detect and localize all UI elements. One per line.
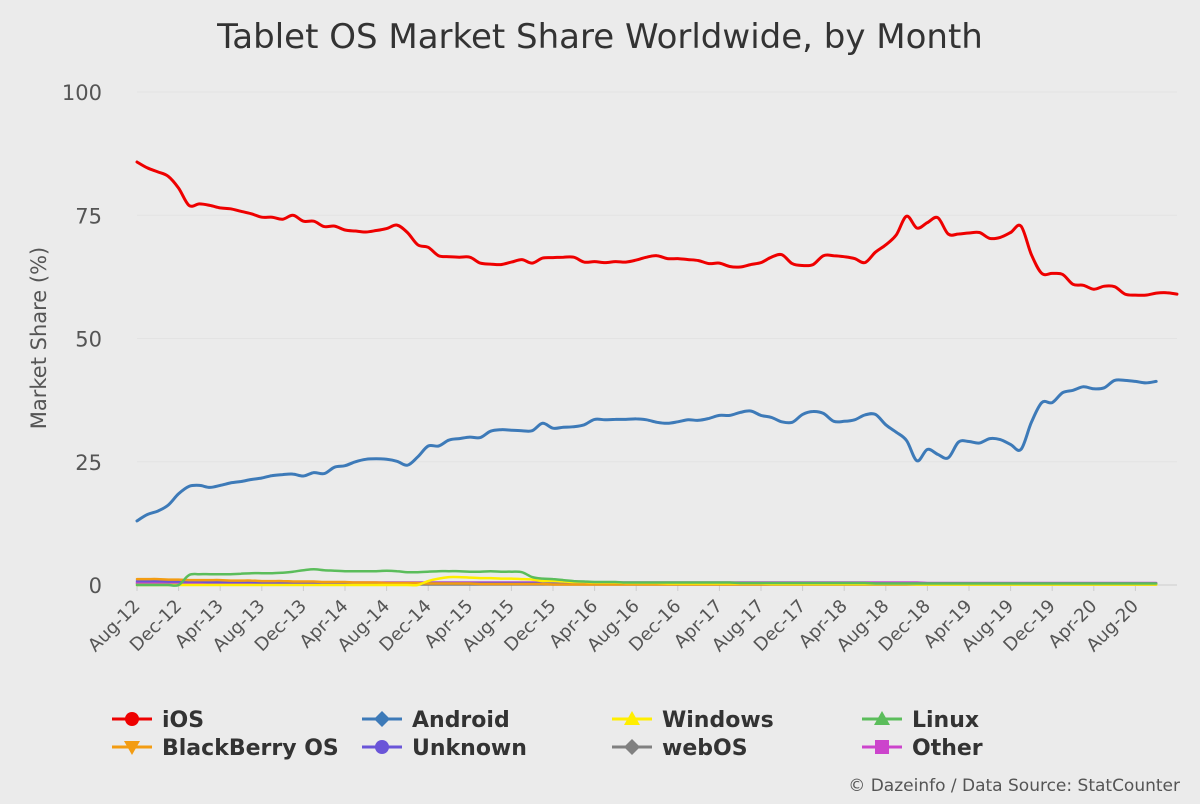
- legend-marker-webos: [624, 739, 640, 755]
- legend-label-unknown: Unknown: [412, 736, 527, 761]
- legend-marker-blackberry-os: [124, 741, 140, 755]
- series-line-ios: [135, 160, 1179, 297]
- legend-marker-other: [875, 740, 889, 754]
- legend: iOS Android Windows Linux BlackBerry OS Unkno…: [112, 708, 983, 761]
- y-tick-label: 50: [75, 328, 102, 352]
- legend-label-linux: Linux: [912, 708, 979, 733]
- legend-item-webos[interactable]: webOS: [612, 736, 748, 761]
- series-line-linux: [135, 567, 1158, 587]
- y-axis-ticks: 0 25 50 75 100: [62, 81, 102, 598]
- legend-item-ios[interactable]: iOS: [112, 708, 204, 733]
- legend-marker-windows: [624, 711, 640, 725]
- legend-item-blackberry-os[interactable]: BlackBerry OS: [112, 736, 339, 761]
- legend-item-windows[interactable]: Windows: [612, 708, 774, 733]
- credit-text: © Dazeinfo / Data Source: StatCounter: [848, 776, 1180, 796]
- series-line-android: [135, 378, 1158, 523]
- legend-label-android: Android: [412, 708, 510, 733]
- y-tick-label: 75: [75, 204, 102, 228]
- legend-item-unknown[interactable]: Unknown: [362, 736, 527, 761]
- legend-label-ios: iOS: [162, 708, 204, 733]
- y-tick-label: 100: [62, 81, 102, 105]
- legend-marker-unknown: [375, 740, 389, 754]
- legend-marker-ios: [125, 712, 139, 726]
- legend-marker-linux: [874, 711, 890, 725]
- legend-label-webos: webOS: [662, 736, 748, 761]
- legend-item-linux[interactable]: Linux: [862, 708, 979, 733]
- legend-label-other: Other: [912, 736, 983, 761]
- chart-title: Tablet OS Market Share Worldwide, by Mon…: [216, 17, 983, 57]
- legend-label-windows: Windows: [662, 708, 774, 733]
- y-tick-label: 0: [89, 574, 102, 598]
- y-axis-label: Market Share (%): [27, 247, 51, 429]
- legend-marker-android: [374, 711, 390, 727]
- y-tick-label: 25: [75, 451, 102, 475]
- legend-label-blackberry-os: BlackBerry OS: [162, 736, 339, 761]
- legend-item-android[interactable]: Android: [362, 708, 510, 733]
- series-lines: [135, 160, 1179, 587]
- legend-item-other[interactable]: Other: [862, 736, 983, 761]
